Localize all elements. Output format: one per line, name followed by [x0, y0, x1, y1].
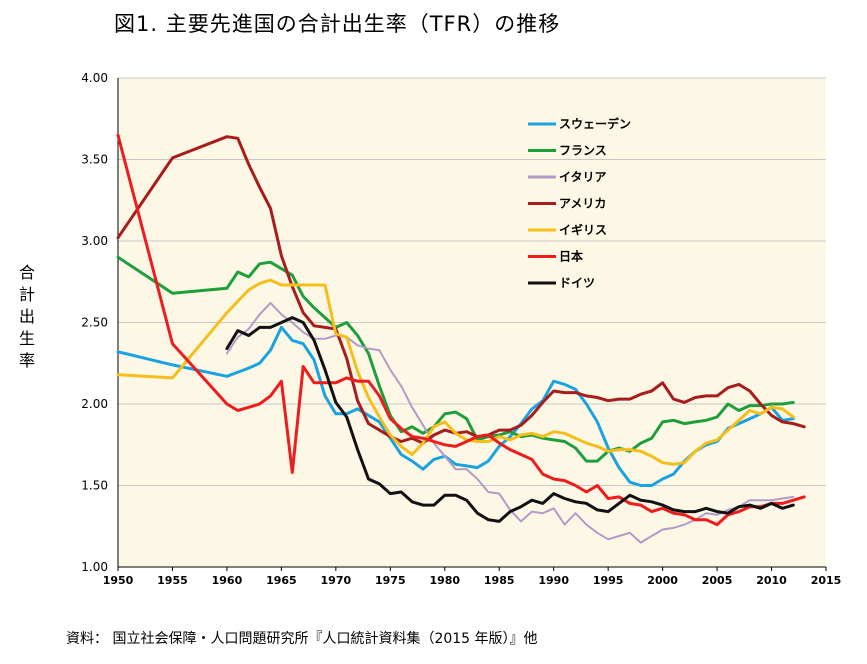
x-tick-label: 1995: [593, 574, 624, 587]
x-tick-label: 2010: [756, 574, 787, 587]
x-tick-label: 1965: [266, 574, 297, 587]
series-line-6: [225, 316, 795, 523]
legend-label-0: スウェーデン: [559, 116, 631, 131]
legend-label-1: フランス: [559, 144, 607, 158]
y-tick-label: 2.00: [81, 397, 108, 411]
x-tick-label: 1985: [484, 574, 515, 587]
x-tick-label: 1960: [212, 574, 243, 587]
legend-label-6: ドイツ: [559, 276, 595, 290]
y-tick-label: 1.00: [81, 560, 108, 574]
x-tick-labels: 1950 1955 1960 1965 1970 1975 1980 1985 1990 1995…: [103, 574, 842, 587]
series-line-4: [116, 278, 795, 466]
series-line-1: [116, 255, 795, 463]
series-line-3: [116, 135, 806, 445]
legend-label-4: イギリス: [559, 222, 607, 237]
legend-label-2: イタリア: [559, 170, 607, 184]
y-tick-label: 2.50: [81, 316, 108, 330]
axes: [117, 78, 827, 571]
y-tick-label: 1.50: [81, 479, 108, 493]
series-lines: [116, 133, 806, 544]
legend-label-3: アメリカ: [559, 197, 606, 211]
x-tick-label: 1970: [321, 574, 352, 587]
y-axis-label: 合計出生率: [18, 263, 35, 370]
y-tick-labels: 1.00 1.50 2.00 2.50 3.00 3.50 4.00: [81, 71, 108, 574]
y-tick-label: 4.00: [81, 71, 108, 85]
x-tick-label: 2015: [811, 574, 842, 587]
y-tick-label: 3.00: [81, 234, 108, 248]
x-tick-label: 1950: [103, 574, 134, 587]
x-tick-label: 2005: [702, 574, 733, 587]
x-tick-label: 1975: [375, 574, 406, 587]
series-line-5: [116, 133, 806, 527]
x-tick-label: 1990: [538, 574, 569, 587]
source-note: 資料： 国立社会保障・人口問題研究所『人口統計資料集（2015 年版）』他: [66, 631, 538, 647]
x-tick-label: 2000: [647, 574, 678, 587]
x-tick-label: 1980: [429, 574, 460, 587]
x-tick-label: 1955: [157, 574, 188, 587]
y-tick-label: 3.50: [81, 153, 108, 167]
series-line-2: [225, 301, 795, 544]
chart-title: 図1. 主要先進国の合計出生率（TFR）の推移: [114, 12, 561, 36]
legend-label-5: 日本: [559, 249, 583, 264]
grid-lines: [118, 77, 826, 486]
